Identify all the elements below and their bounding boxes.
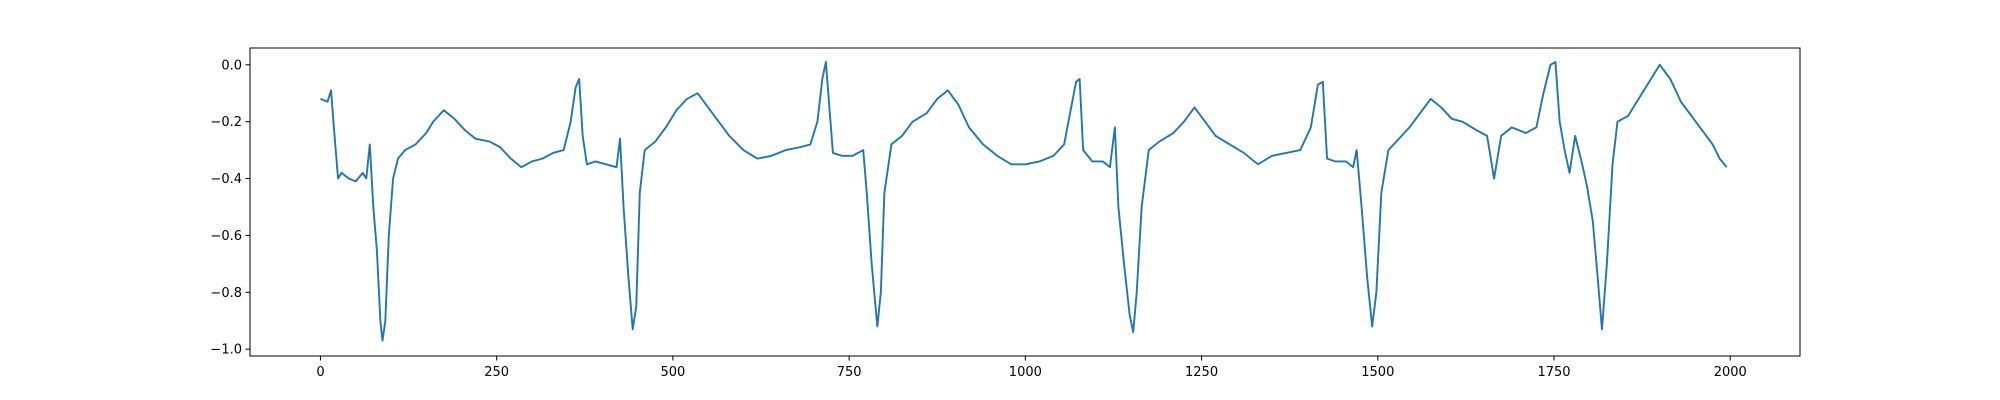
y-tick-label: 0.0 <box>221 58 242 73</box>
y-tick-label: −0.6 <box>210 229 242 244</box>
y-tick-label: −0.2 <box>210 115 242 130</box>
x-tick-label: 2000 <box>1714 365 1747 380</box>
y-tick-label: −0.4 <box>210 172 242 187</box>
x-tick-label: 1500 <box>1361 365 1394 380</box>
x-tick-label: 500 <box>660 365 685 380</box>
x-tick-label: 0 <box>316 365 324 380</box>
x-tick-label: 250 <box>484 365 509 380</box>
x-tick-label: 1250 <box>1185 365 1218 380</box>
series-line <box>320 60 1728 342</box>
x-tick-label: 750 <box>837 365 862 380</box>
axes-frame <box>249 47 1801 357</box>
x-tick-label: 1750 <box>1537 365 1570 380</box>
y-tick-label: −0.8 <box>210 286 242 301</box>
y-tick-label: −1.0 <box>210 343 242 358</box>
x-tick-label: 1000 <box>1009 365 1042 380</box>
